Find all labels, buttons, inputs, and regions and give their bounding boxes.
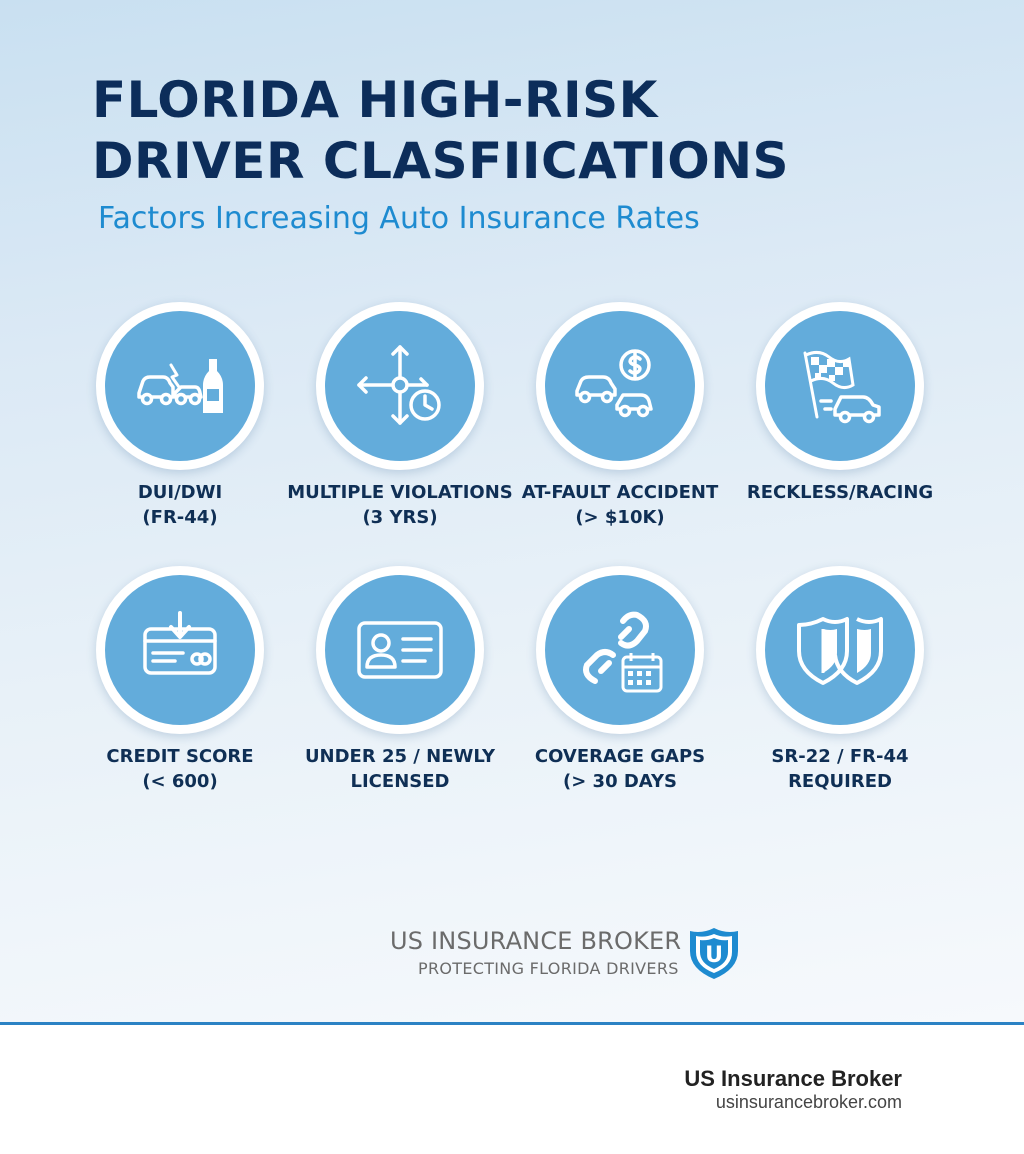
id-card-icon [357, 621, 443, 679]
double-shield-icon [797, 617, 883, 685]
infographic-poster: FLORIDA HIGH-RISK DRIVER CLASFIICATIONS … [0, 0, 1024, 1024]
page-title: FLORIDA HIGH-RISK DRIVER CLASFIICATIONS [92, 70, 952, 192]
factor-label-line2: (> $10K) [575, 507, 665, 528]
factor-label: UNDER 25 / NEWLY LICENSED [280, 744, 520, 794]
factor-label: CREDIT SCORE (< 600) [60, 744, 300, 794]
page-subtitle: Factors Increasing Auto Insurance Rates [98, 201, 700, 236]
factor-dui: DUI/DWI (FR-44) [60, 302, 300, 530]
factor-circle [756, 302, 924, 470]
factor-circle [536, 566, 704, 734]
factor-circle [96, 566, 264, 734]
accident-dollar-icon [575, 349, 653, 418]
factor-circle [316, 302, 484, 470]
factor-credit-score: CREDIT SCORE (< 600) [60, 566, 300, 794]
footer-brand-name: US Insurance Broker [684, 1066, 902, 1091]
title-line-2: DRIVER CLASFIICATIONS [92, 132, 790, 190]
factor-label-line2: (< 600) [142, 771, 218, 792]
factor-circle [756, 566, 924, 734]
factor-under-25: UNDER 25 / NEWLY LICENSED [280, 566, 520, 794]
factor-label-line2: (> 30 DAYS [562, 771, 678, 792]
factor-coverage-gaps: COVERAGE GAPS (> 30 DAYS [500, 566, 740, 794]
footer-divider [0, 1022, 1024, 1025]
factor-at-fault-accident: AT-FAULT ACCIDENT (> $10K) [500, 302, 740, 530]
factor-label: MULTIPLE VIOLATIONS (3 YRS) [280, 480, 520, 530]
factor-label: SR-22 / FR-44 REQUIRED [720, 744, 960, 794]
factor-reckless-racing: RECKLESS/RACING [720, 302, 960, 505]
factor-label: RECKLESS/RACING [720, 480, 960, 505]
brand-tagline: PROTECTING FLORIDA DRIVERS [418, 959, 679, 978]
factor-label-line2: LICENSED [350, 771, 450, 792]
factor-circle [316, 566, 484, 734]
arrows-clock-icon [357, 345, 441, 425]
crash-bottle-icon [137, 359, 223, 413]
factor-multiple-violations: MULTIPLE VIOLATIONS (3 YRS) [280, 302, 520, 530]
factor-circle [96, 302, 264, 470]
shield-logo-letter: U [705, 943, 723, 968]
factor-label-line1: DUI/DWI [137, 482, 223, 503]
credit-card-down-icon [143, 611, 217, 675]
shield-logo-icon: U [690, 928, 738, 979]
title-line-1: FLORIDA HIGH-RISK [92, 71, 658, 129]
factor-label-line1: COVERAGE GAPS [534, 746, 706, 767]
factor-sr22-fr44: SR-22 / FR-44 REQUIRED [720, 566, 960, 794]
factor-label: DUI/DWI (FR-44) [60, 480, 300, 530]
checkered-flag-car-icon [803, 350, 881, 424]
factor-label: COVERAGE GAPS (> 30 DAYS [500, 744, 740, 794]
factor-label-line1: UNDER 25 / NEWLY [304, 746, 496, 767]
factor-label-line1: SR-22 / FR-44 [771, 746, 909, 767]
brand-name: US INSURANCE BROKER [390, 927, 682, 955]
factor-label-line1: MULTIPLE VIOLATIONS [287, 482, 513, 503]
brand-logo: US INSURANCE BROKER PROTECTING FLORIDA D… [390, 925, 750, 985]
factor-label-line2: REQUIRED [788, 771, 892, 792]
factor-label-line1: RECKLESS/RACING [746, 482, 934, 503]
broken-chain-calendar-icon [583, 611, 663, 693]
factor-label-line1: AT-FAULT ACCIDENT [521, 482, 719, 503]
factor-circle [536, 302, 704, 470]
factor-label: AT-FAULT ACCIDENT (> $10K) [500, 480, 740, 530]
factor-label-line2: (3 YRS) [362, 507, 438, 528]
footer-url: usinsurancebroker.com [715, 1092, 902, 1112]
factor-label-line2: (FR-44) [142, 507, 218, 528]
factor-label-line1: CREDIT SCORE [106, 746, 254, 767]
